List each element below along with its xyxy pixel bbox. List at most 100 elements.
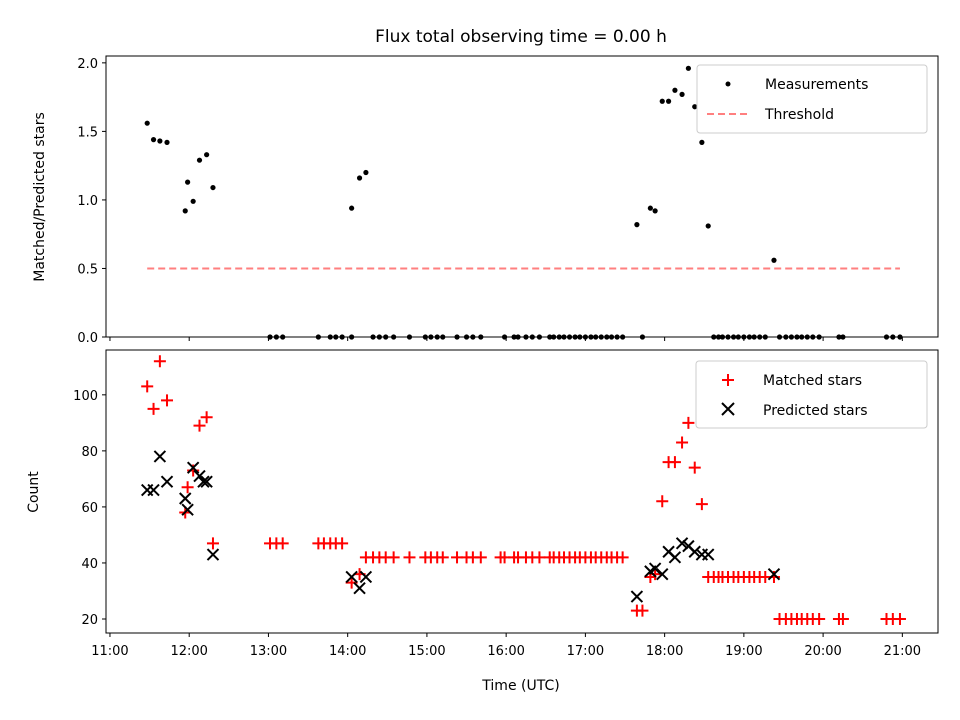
legend-matched-label: Matched stars xyxy=(763,373,862,389)
top-panel: 0.00.51.01.52.0 Matched/Predicted stars … xyxy=(32,55,939,346)
predicted-star-point xyxy=(179,492,192,505)
bottom-legend-box xyxy=(695,360,928,429)
legend-predicted-label: Predicted stars xyxy=(763,403,868,419)
matched-star-point xyxy=(436,551,449,564)
measurement-point xyxy=(659,98,665,104)
x-tick-label: 14:00 xyxy=(329,644,366,659)
measurement-point xyxy=(536,334,543,340)
measurement-point xyxy=(757,334,763,340)
measurement-point xyxy=(478,334,484,340)
bottom-y-tick-label: 40 xyxy=(81,557,98,572)
bottom-panel-frame xyxy=(105,349,939,634)
matched-star-point xyxy=(695,498,708,511)
measurement-point xyxy=(685,65,692,71)
matched-star-point xyxy=(336,537,349,550)
bottom-legend: Matched stars Predicted stars xyxy=(695,360,928,429)
measurement-point xyxy=(144,120,150,126)
measurement-point xyxy=(190,198,196,204)
matched-star-point xyxy=(161,394,174,407)
measurement-point xyxy=(679,91,685,97)
measurement-point xyxy=(883,334,890,340)
measurement-point xyxy=(363,169,369,176)
bottom-y-axis-label: Count xyxy=(26,471,42,513)
predicted-star-point xyxy=(656,567,669,581)
matched-star-point xyxy=(153,355,166,368)
bottom-x-ticks: 11:00 12:00 13:00 14:00 15:00 16:00 17:00 18:00… xyxy=(91,633,921,659)
matched-star-point xyxy=(688,461,701,474)
top-legend-box xyxy=(696,64,928,134)
matched-star-point xyxy=(200,411,213,424)
measurement-point xyxy=(529,334,535,340)
measurement-point xyxy=(406,334,413,340)
x-tick-label: 18:00 xyxy=(646,644,683,659)
measurement-point xyxy=(501,334,508,340)
measurement-point xyxy=(746,334,753,340)
measurement-point xyxy=(210,184,216,191)
matched-star-point xyxy=(616,551,629,564)
measurement-point xyxy=(652,208,658,214)
measurement-point xyxy=(776,334,783,340)
measurement-point xyxy=(349,334,355,340)
x-tick-label: 19:00 xyxy=(725,644,762,659)
predicted-star-point xyxy=(200,475,213,488)
matched-star-point xyxy=(636,604,649,617)
measurement-point xyxy=(463,334,470,340)
measurement-point xyxy=(836,334,842,340)
measurement-point xyxy=(182,208,188,214)
measurement-point xyxy=(196,157,203,163)
bottom-panel: 20 40 60 80 100 11:00 12:00 13:00 14:00 15:00 16:… xyxy=(26,349,939,694)
top-y-tick-label: 1.5 xyxy=(77,125,98,140)
predicted-star-point xyxy=(345,570,358,584)
measurement-point xyxy=(273,334,279,340)
matched-star-point xyxy=(193,419,206,432)
bottom-y-tick-label: 60 xyxy=(81,501,98,516)
top-y-tick-label: 0.5 xyxy=(77,262,98,277)
measurement-point xyxy=(699,139,705,145)
legend-measurements-label: Measurements xyxy=(765,77,868,93)
predicted-star-point xyxy=(181,503,194,516)
matched-star-point xyxy=(893,612,906,625)
measurement-point xyxy=(470,334,476,340)
predicted-star-point xyxy=(197,475,210,488)
matched-star-point xyxy=(676,436,689,449)
top-y-ticks: 0.0 0.5 1.0 1.5 2.0 xyxy=(77,57,106,346)
measurement-point xyxy=(561,334,567,340)
measurement-point xyxy=(762,334,768,340)
matched-star-point xyxy=(649,568,662,581)
predicted-star-point xyxy=(702,548,715,561)
matched-star-point xyxy=(836,612,849,625)
measurement-point xyxy=(711,334,717,340)
matched-star-point xyxy=(403,551,416,564)
measurement-point xyxy=(672,87,678,93)
legend-predicted-marker xyxy=(721,402,735,416)
measurement-point xyxy=(719,334,726,340)
top-y-tick-label: 1.0 xyxy=(77,194,98,209)
x-axis-label: Time (UTC) xyxy=(481,678,559,694)
measurement-point xyxy=(150,137,157,143)
measurement-point xyxy=(185,179,191,185)
measurement-point xyxy=(333,334,339,340)
x-tick-label: 16:00 xyxy=(487,644,524,659)
measurement-point xyxy=(280,334,286,340)
measurement-point xyxy=(604,334,610,340)
measurement-point xyxy=(391,334,397,340)
matched-star-point xyxy=(147,402,160,415)
measurement-point xyxy=(157,138,163,144)
predicted-star-point xyxy=(147,483,160,497)
matched-star-point xyxy=(474,551,487,564)
matched-star-point xyxy=(387,551,400,564)
measurement-point xyxy=(523,334,529,340)
measurement-point xyxy=(788,334,795,340)
predicted-star-point xyxy=(153,450,167,463)
measurement-point xyxy=(383,334,389,340)
measurement-point xyxy=(598,334,604,340)
predicted-star-point xyxy=(675,537,689,550)
measurement-point xyxy=(588,334,594,340)
measurement-point xyxy=(515,334,521,340)
x-tick-label: 17:00 xyxy=(567,644,604,659)
measurement-point xyxy=(577,334,583,340)
measurement-point xyxy=(582,334,588,340)
matched-star-point xyxy=(206,537,219,550)
measurement-point xyxy=(376,334,382,340)
top-legend: Measurements Threshold xyxy=(696,64,928,134)
